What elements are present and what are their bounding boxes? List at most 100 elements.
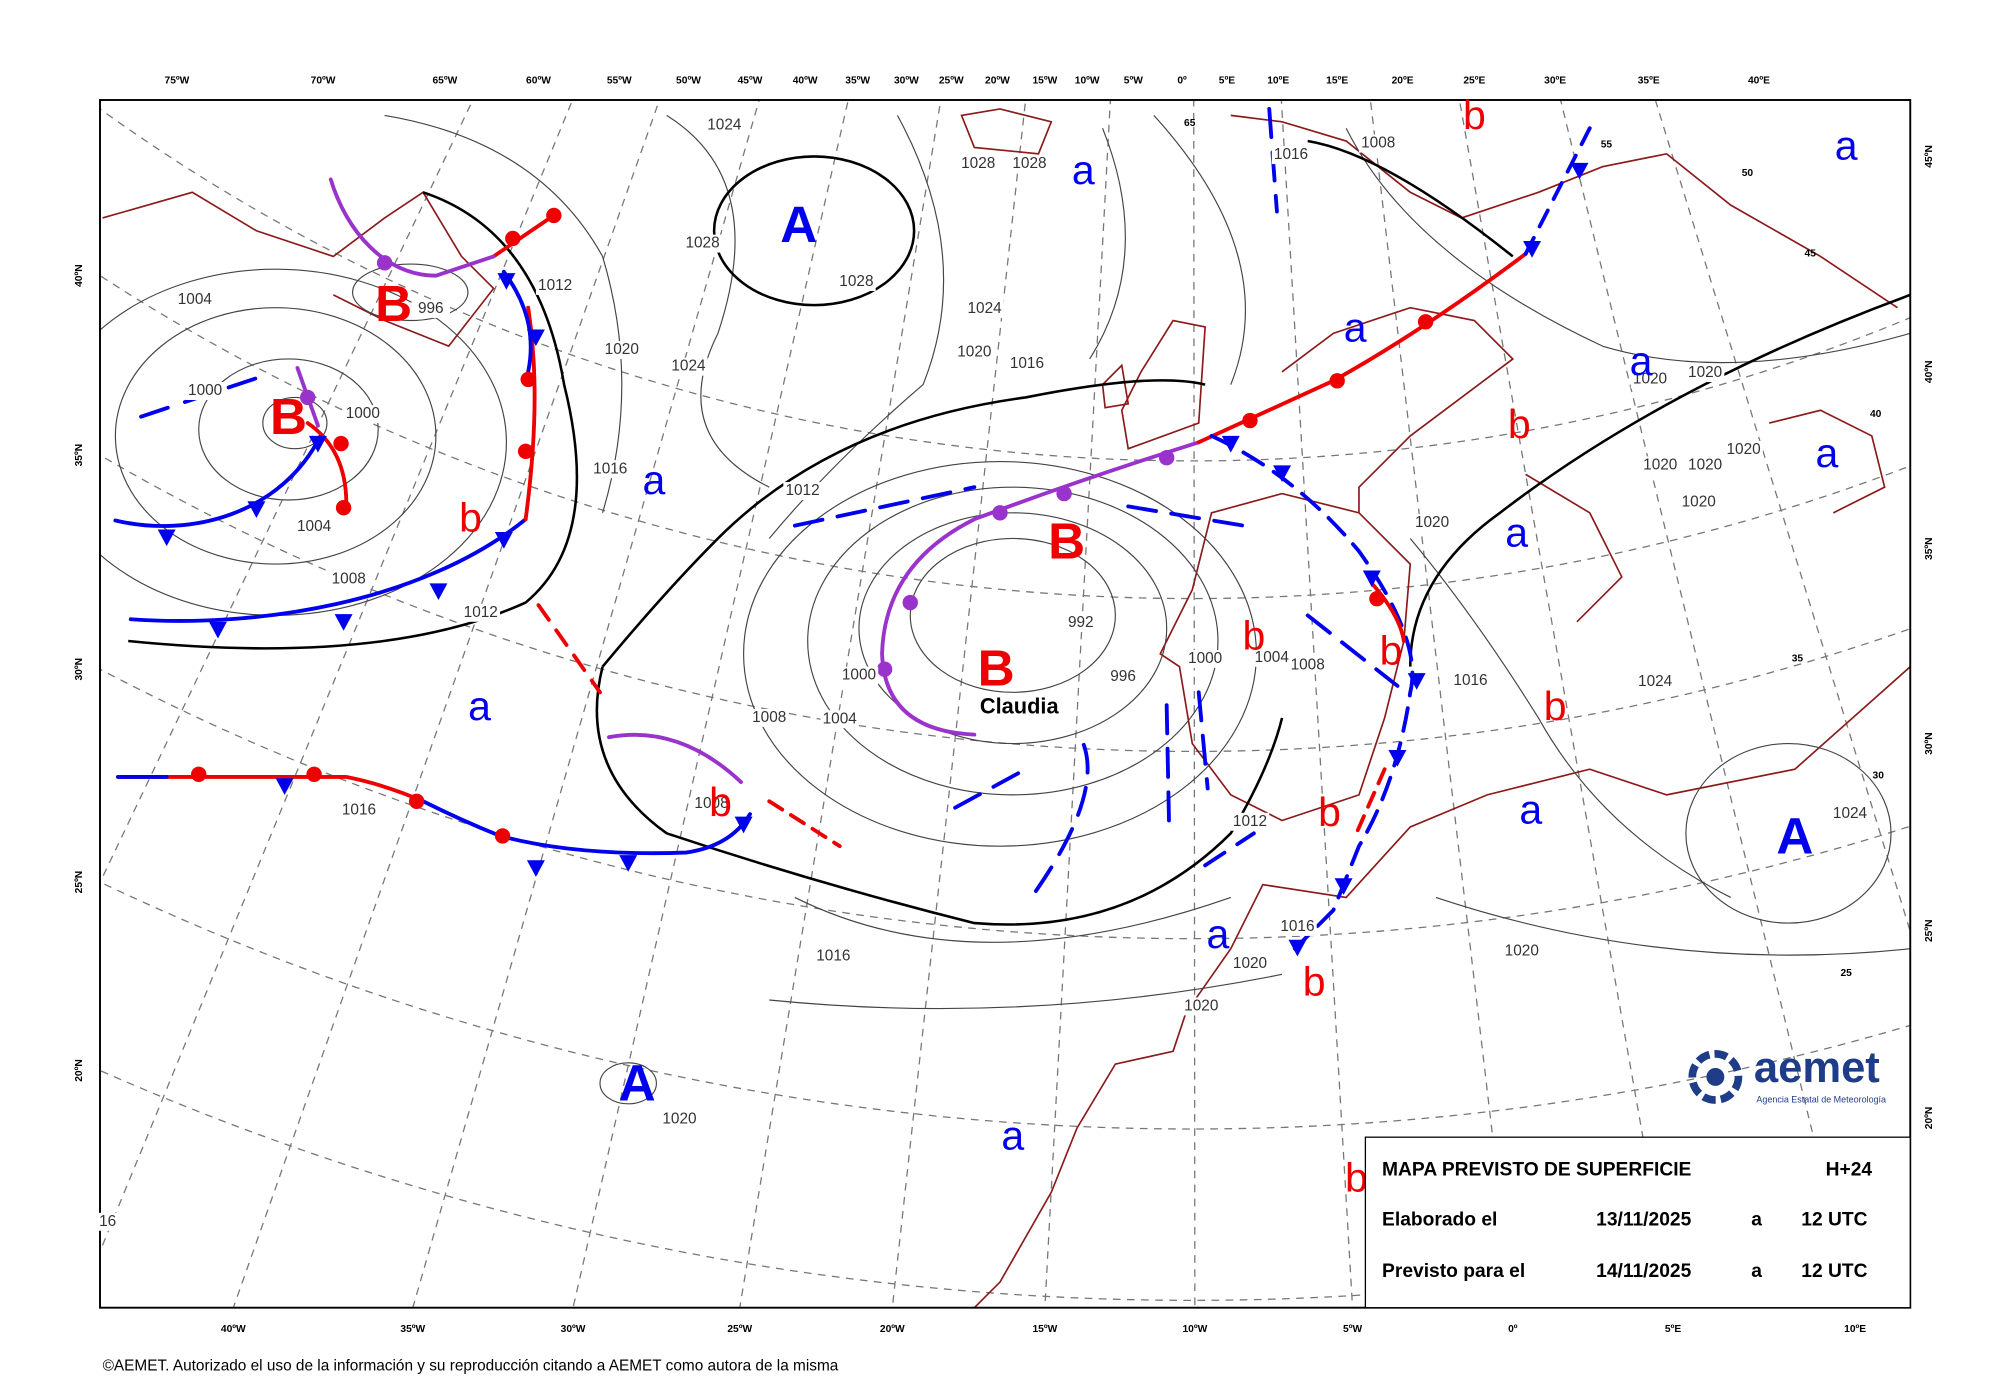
front-symbol <box>876 661 893 677</box>
top-longitude-label: 30ºE <box>1544 75 1566 86</box>
isobar-label: 1012 <box>464 604 498 621</box>
isobar <box>114 307 437 565</box>
front-symbol <box>247 501 266 518</box>
isobar-label-bg <box>958 155 998 174</box>
isobar-label-bg <box>705 116 744 135</box>
isobar-label: 1020 <box>1505 942 1539 959</box>
isobar <box>351 263 469 322</box>
isobar-label: 1028 <box>685 235 719 252</box>
front <box>1354 767 1387 836</box>
pressure-area: b <box>1345 1155 1368 1201</box>
top-longitude-label: 25ºW <box>939 75 964 86</box>
isobar <box>1089 127 1126 360</box>
isobar-label: 1020 <box>662 1110 696 1127</box>
isobar-label: 1020 <box>1682 494 1716 511</box>
isobar-label: 992 <box>1068 614 1094 631</box>
front-symbol <box>429 583 448 600</box>
front-symbol <box>408 793 425 809</box>
front-symbol <box>306 766 322 783</box>
isobar-label: 1016 <box>593 460 627 477</box>
map-area <box>100 100 1911 1308</box>
front-symbol <box>526 329 545 347</box>
front <box>1033 741 1090 893</box>
isobar-label-bg <box>339 801 379 820</box>
isobar-label-bg <box>88 1212 127 1231</box>
footer: ©AEMET. Autorizado el uso de la informac… <box>103 1358 839 1375</box>
front-symbol <box>517 443 534 459</box>
coastline <box>1230 114 1898 309</box>
front <box>607 732 743 784</box>
labels: 75ºW 70ºW 65ºW 60ºW 55ºW 50ºW 45ºW 40ºW 35ºW 30ºW… <box>74 75 1935 1335</box>
isobar-label: 1020 <box>605 341 639 358</box>
isobar <box>794 896 1231 943</box>
isobar-label: 1008 <box>1361 135 1395 152</box>
top-longitude-label: 0º <box>1177 75 1187 86</box>
storm-name: Claudia <box>980 693 1060 718</box>
front-symbol <box>546 207 562 224</box>
front <box>1196 690 1210 791</box>
top-longitude-label: 25ºE <box>1463 75 1485 86</box>
front-symbol <box>494 532 513 549</box>
top-longitude-label: 60ºW <box>526 75 551 86</box>
isobar-label-bg <box>294 517 334 536</box>
isobar-label-bg <box>783 482 822 500</box>
isobar-label-bg <box>839 666 879 685</box>
isobar-label: 1020 <box>1643 456 1677 473</box>
top-longitude-label: 5ºW <box>1124 75 1143 86</box>
front-symbol <box>1362 570 1381 588</box>
info-box: MAPA PREVISTO DE SUPERFICIE H+24 Elabora… <box>1364 1136 1911 1309</box>
isobar <box>909 537 1116 693</box>
pressure-area: a <box>1344 305 1367 351</box>
isobar-label: 1020 <box>1688 456 1722 473</box>
isobar-label-bg <box>1685 456 1725 475</box>
bottom-longitude-label: 5ºE <box>1665 1324 1681 1335</box>
isobar-label: 1004 <box>1255 649 1290 666</box>
front-symbol <box>1056 485 1072 502</box>
front-symbol <box>1369 591 1385 607</box>
isobar-label-bg <box>1679 493 1718 512</box>
isobar-label-bg <box>1451 671 1490 690</box>
top-longitude-label: 50ºW <box>676 75 701 86</box>
latitude-mark: 45 <box>1805 249 1817 260</box>
isobar-label-bg <box>411 300 450 318</box>
front <box>1209 433 1415 951</box>
front-symbol <box>1329 373 1345 389</box>
front-symbol <box>526 860 545 877</box>
meridian <box>412 100 760 1308</box>
isobar-label-bg <box>1412 514 1452 533</box>
isobar-label: 1024 <box>1638 673 1673 690</box>
coastline <box>960 108 1053 155</box>
front-symbol <box>1334 878 1353 895</box>
coastline <box>1101 363 1130 409</box>
front-symbol <box>505 230 521 247</box>
isobar-label-bg <box>837 273 876 292</box>
front-symbol <box>335 500 352 516</box>
meridian <box>1559 100 1856 1308</box>
isobar-label-bg <box>1182 997 1221 1016</box>
right-latitude-label: 35ºN <box>1924 537 1935 560</box>
isobar-label-bg <box>1278 917 1317 936</box>
pressure-area: b <box>1303 958 1326 1004</box>
isobar-label-bg <box>1103 667 1143 686</box>
isobar-label-bg <box>660 1110 699 1129</box>
isobar-label-bg <box>1358 134 1398 153</box>
top-longitude-label: 15ºE <box>1326 75 1348 86</box>
parallel <box>100 107 1911 461</box>
coastline <box>1159 492 1412 822</box>
isobar <box>807 486 1219 796</box>
isobar-label: 1016 <box>1274 146 1308 163</box>
isobar-label: 1004 <box>823 710 858 727</box>
isobar-label-bg <box>329 570 368 589</box>
isobar <box>1685 743 1892 924</box>
info-issued-at: a <box>1751 1210 1762 1231</box>
front-symbol <box>992 505 1008 521</box>
front <box>305 421 349 513</box>
front-symbol <box>1242 412 1258 429</box>
isobar-label: 1020 <box>1726 441 1760 458</box>
info-box-frame <box>1364 1136 1911 1309</box>
isobar <box>666 114 770 488</box>
bottom-longitude-label: 10ºE <box>1844 1324 1866 1335</box>
isobar <box>599 1062 657 1105</box>
